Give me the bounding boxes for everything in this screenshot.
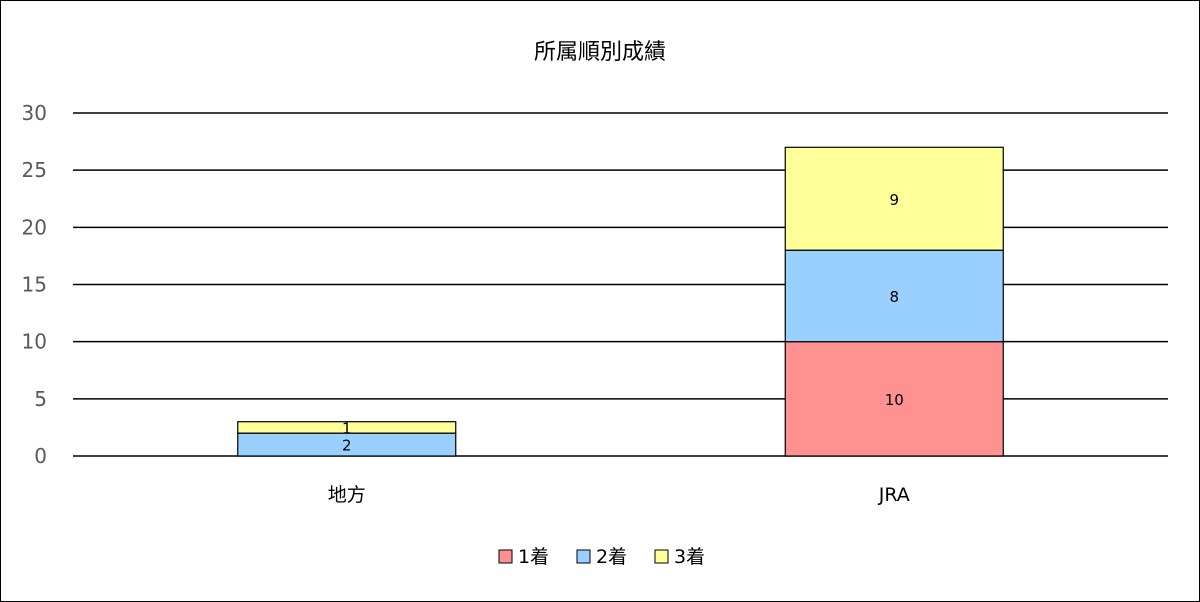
x-axis-categories: 地方 JRA <box>328 484 910 506</box>
legend-label: 1着 <box>518 546 549 568</box>
data-label: 10 <box>885 391 904 409</box>
y-tick-label: 30 <box>22 101 47 125</box>
data-label: 2 <box>342 437 352 455</box>
bar-segment <box>784 146 1004 251</box>
data-label: 8 <box>889 288 899 306</box>
y-tick-label: 10 <box>22 330 47 354</box>
y-axis-ticks: 0 5 10 15 20 25 30 <box>22 101 47 468</box>
x-category-label: 地方 <box>328 484 366 506</box>
legend-swatch <box>498 549 513 564</box>
bar-segment <box>784 341 1004 457</box>
data-label: 1 <box>342 419 352 437</box>
y-tick-label: 5 <box>34 387 47 411</box>
data-label: 9 <box>889 191 899 209</box>
legend: 1着 2着 3着 <box>498 546 705 568</box>
bar-segment <box>237 421 457 434</box>
legend-label: 2着 <box>596 546 627 568</box>
gridlines <box>73 112 1168 457</box>
y-tick-label: 25 <box>22 158 47 182</box>
data-labels: 21 10 8 9 <box>342 191 904 455</box>
x-category-label: JRA <box>878 484 910 506</box>
y-tick-label: 20 <box>22 215 47 239</box>
chart-title: 所属順別成績 <box>534 40 666 65</box>
y-tick-label: 0 <box>34 444 47 468</box>
legend-swatch <box>654 549 669 564</box>
legend-label: 3着 <box>674 546 705 568</box>
bar-segment <box>784 249 1004 343</box>
bars <box>237 146 1004 457</box>
y-tick-label: 15 <box>22 273 47 297</box>
legend-swatch <box>576 549 591 564</box>
